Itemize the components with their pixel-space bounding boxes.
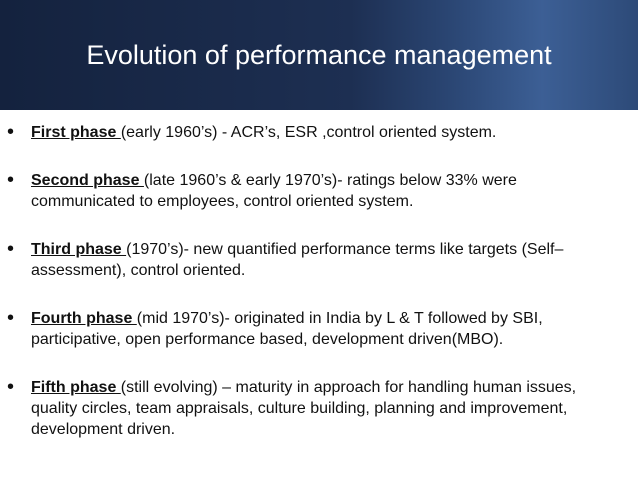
- bullet-term: Fourth phase: [31, 310, 137, 327]
- bullet-list: First phase (early 1960’s) - ACR’s, ESR …: [0, 122, 638, 467]
- bullet-text: (still evolving) – maturity in approach …: [31, 379, 577, 438]
- bullet-term: First phase: [31, 124, 121, 141]
- bullet-text: (early 1960’s) - ACR’s, ESR ,control ori…: [120, 124, 497, 141]
- bullet: Fourth phase (mid 1970’s)- originated in…: [7, 308, 598, 350]
- bullet: First phase (early 1960’s) - ACR’s, ESR …: [7, 122, 598, 143]
- bullet-term: Second phase: [31, 172, 144, 189]
- bullet: Second phase (late 1960’s & early 1970’s…: [7, 170, 598, 212]
- bullet-term: Third phase: [31, 241, 127, 258]
- bullet-text: (1970’s)- new quantified performance ter…: [31, 241, 564, 279]
- bullet-text: (mid 1970’s)- originated in India by L &…: [31, 310, 543, 348]
- bullet: Fifth phase (still evolving) – maturity …: [7, 377, 598, 440]
- bullet-term: Fifth phase: [31, 379, 121, 396]
- bullet: Third phase (1970’s)- new quantified per…: [7, 239, 598, 281]
- bullet-text: (late 1960’s & early 1970’s)- ratings be…: [31, 172, 517, 210]
- title: Evolution of performance management: [86, 40, 552, 70]
- header: Evolution of performance management: [0, 0, 638, 110]
